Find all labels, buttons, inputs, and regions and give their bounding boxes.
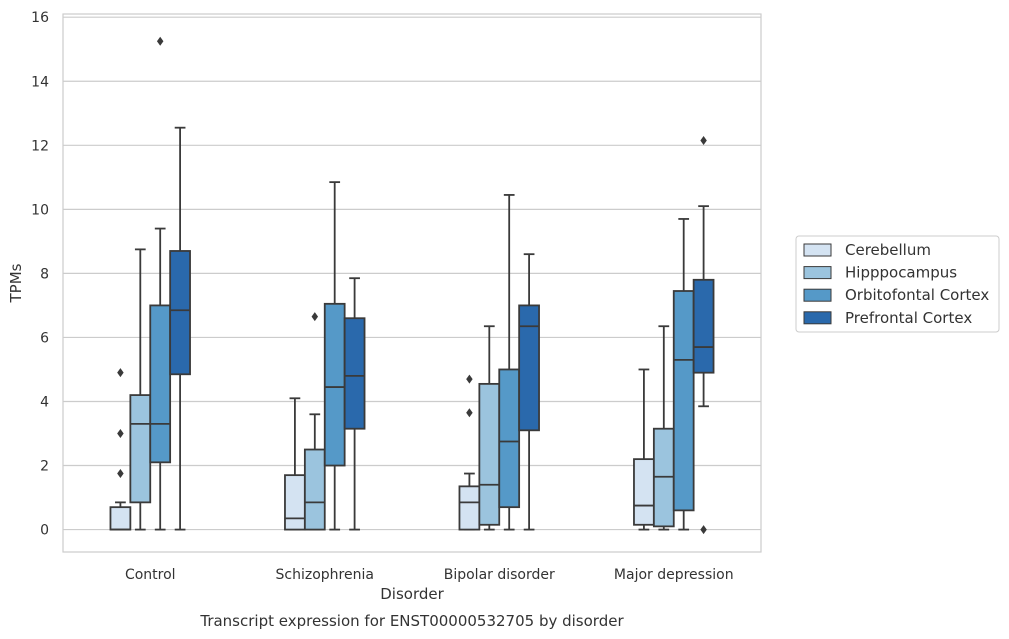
legend-swatch [803,288,832,302]
legend-swatch [803,243,832,257]
box-iqr [129,394,152,504]
outlier-point [700,525,707,535]
box-prefrontal-cortex-0 [169,126,191,531]
legend-swatch [803,266,832,280]
box-iqr [323,302,346,467]
box-prefrontal-cortex-3 [692,135,715,535]
box-iqr [284,474,306,531]
box-iqr [109,506,132,531]
y-tick-label: 4 [40,394,49,410]
y-tick-label: 0 [40,523,49,539]
x-tick-label: Major depression [614,567,734,583]
box-iqr [692,278,715,374]
box-iqr [149,304,172,464]
box-iqr [478,382,501,526]
legend-label: Cerebellum [845,241,931,259]
plot-frame [62,13,762,553]
outlier-point [117,368,124,378]
y-tick-labels: 0 2 4 6 8 10 12 14 16 [31,10,49,538]
outlier-point [117,469,124,479]
y-tick-label: 12 [31,138,49,154]
y-tick-label: 2 [40,459,49,475]
box-iqr [633,458,655,526]
x-tick-labels: Control Schizophrenia Bipolar disorder Majo… [125,567,734,583]
box-prefrontal-cortex-1 [343,277,366,531]
box-iqr [169,250,191,376]
box-iqr [303,448,326,531]
legend-label: Orbitofontal Cortex [845,286,989,304]
box-hipppocampus-3 [652,325,675,531]
outlier-point [117,429,124,439]
y-axis-title: TPMs [7,263,25,303]
box-iqr [343,317,366,430]
box-hipppocampus-0 [129,248,152,531]
box-orbitofontal-cortex-0 [149,36,172,531]
y-tick-label: 8 [40,266,49,282]
legend: Cerebellum Hipppocampus Orbitofontal Corte… [795,235,1000,333]
y-tick-label: 6 [40,330,49,346]
outlier-point [700,135,707,145]
chart-title: Transcript expression for ENST0000053270… [199,612,624,630]
box-orbitofontal-cortex-2 [498,194,521,531]
x-tick-label: Schizophrenia [276,567,374,583]
legend-label: Prefrontal Cortex [845,309,972,327]
box-hipppocampus-1 [303,312,326,531]
legend-label: Hipppocampus [845,264,957,282]
box-iqr [458,485,481,531]
outlier-point [156,36,164,46]
y-tick-label: 10 [31,202,49,218]
box-cerebellum-1 [284,397,306,531]
box-iqr [498,368,521,509]
outlier-point [466,408,473,418]
outlier-point [311,312,319,322]
box-iqr [518,304,540,432]
x-axis-title: Disorder [380,585,444,603]
y-tick-label: 14 [31,74,49,90]
box-prefrontal-cortex-2 [518,253,540,531]
x-tick-label: Bipolar disorder [444,567,555,583]
outlier-point [466,374,473,384]
x-tick-label: Control [125,567,176,583]
box-groups [109,36,715,535]
legend-swatch [803,311,832,325]
box-cerebellum-0 [109,368,132,531]
box-iqr [672,290,695,512]
y-tick-label: 16 [31,10,49,26]
box-orbitofontal-cortex-3 [672,218,695,531]
legend-frame [795,235,1000,333]
